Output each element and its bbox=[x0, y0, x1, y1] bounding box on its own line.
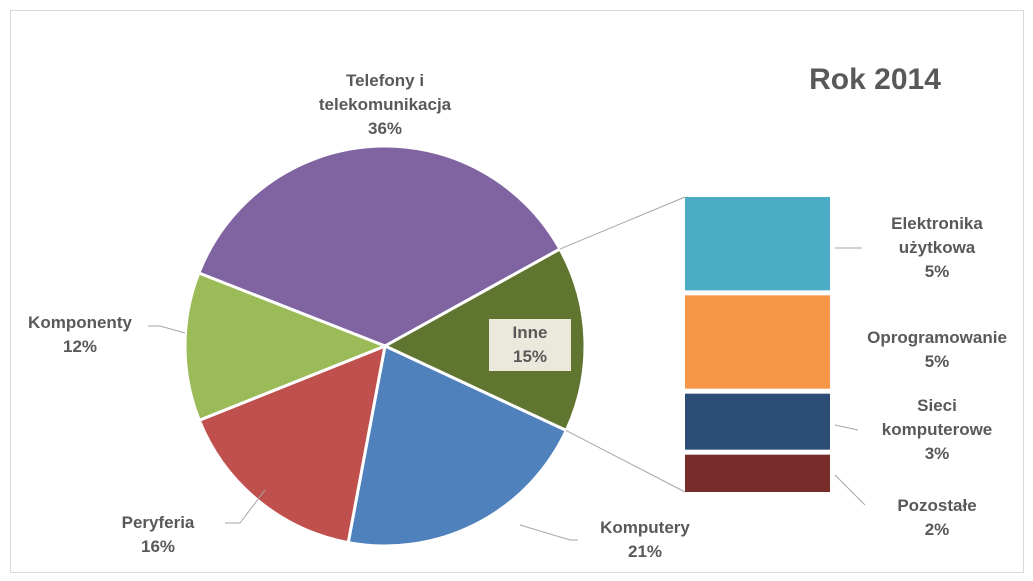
value-label: 15% bbox=[512, 347, 548, 366]
value-label: 3% bbox=[924, 444, 950, 463]
data-label: Oprogramowanie 5% bbox=[837, 326, 1033, 374]
pie-slice bbox=[197, 343, 387, 545]
data-label: Inne 15% bbox=[489, 319, 571, 371]
data-label: Peryferia 16% bbox=[98, 511, 218, 559]
leader-line bbox=[834, 474, 866, 506]
leader-line bbox=[148, 325, 186, 334]
category-label: Peryferia bbox=[121, 513, 195, 532]
value-label: 21% bbox=[627, 542, 663, 561]
value-label: 2% bbox=[924, 520, 950, 539]
category-label: Oprogramowanie bbox=[867, 328, 1007, 347]
value-label: 36% bbox=[367, 119, 403, 138]
data-label: Sieci komputerowe 3% bbox=[862, 394, 1012, 466]
bar-segment bbox=[685, 197, 830, 291]
data-label: Komponenty 12% bbox=[10, 311, 150, 359]
value-label: 16% bbox=[140, 537, 176, 556]
bar-segment bbox=[685, 454, 830, 492]
value-label: 5% bbox=[924, 352, 950, 371]
category-label: Telefony i telekomunikacja bbox=[318, 71, 452, 114]
leader-line bbox=[519, 524, 578, 541]
pie-slice bbox=[196, 144, 562, 348]
bar-segment bbox=[685, 393, 830, 450]
data-label: Elektronika użytkowa 5% bbox=[862, 212, 1012, 284]
leader-line bbox=[225, 489, 266, 524]
bar-segment bbox=[685, 295, 830, 389]
pie-slice bbox=[346, 343, 569, 548]
chart-title: Rok 2014 bbox=[809, 63, 941, 96]
data-label: Komputery 21% bbox=[575, 516, 715, 564]
pie-slice bbox=[381, 246, 587, 433]
category-label: Pozostałe bbox=[897, 496, 977, 515]
frame bbox=[10, 10, 1024, 573]
pie-slice bbox=[183, 271, 390, 423]
category-label: Inne bbox=[512, 323, 548, 342]
data-label: Telefony i telekomunikacja 36% bbox=[285, 69, 485, 141]
category-label: Komponenty bbox=[28, 313, 132, 332]
value-label: 12% bbox=[62, 337, 98, 356]
leader-line bbox=[834, 424, 859, 431]
category-label: Komputery bbox=[600, 518, 690, 537]
category-label: Elektronika użytkowa bbox=[891, 214, 983, 257]
connector-line bbox=[559, 196, 686, 250]
connector-line bbox=[566, 430, 686, 493]
category-label: Sieci komputerowe bbox=[881, 396, 993, 439]
value-label: 5% bbox=[924, 262, 950, 281]
data-label: Pozostałe 2% bbox=[862, 494, 1012, 542]
